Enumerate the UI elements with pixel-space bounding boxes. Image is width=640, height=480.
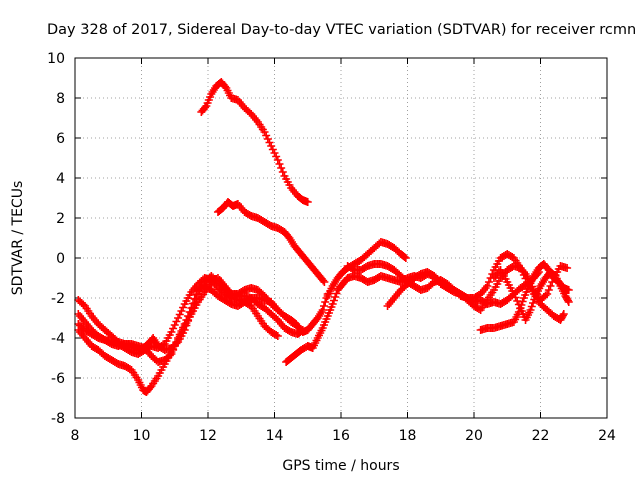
data-point	[290, 319, 299, 327]
data-point	[530, 295, 539, 304]
data-point	[167, 328, 176, 336]
y-tick-label: 0	[56, 251, 65, 267]
data-point	[303, 198, 312, 206]
y-tick-label: 8	[56, 91, 65, 107]
data-point	[319, 302, 328, 310]
data-point	[483, 282, 492, 290]
data-point	[263, 135, 272, 143]
data-point	[298, 326, 307, 334]
data-point	[270, 149, 279, 157]
x-tick-label: 24	[598, 428, 616, 444]
data-point	[484, 278, 493, 286]
series-track-2	[213, 198, 329, 286]
data-point	[331, 293, 340, 301]
y-tick-label: 10	[47, 51, 65, 67]
data-point	[527, 302, 536, 311]
x-tick-label: 18	[399, 428, 417, 444]
data-point	[558, 311, 567, 320]
y-axis-label: SDTVAR / TECUs	[10, 181, 26, 296]
data-point	[328, 300, 337, 308]
data-point	[174, 336, 183, 344]
x-tick-label: 20	[465, 428, 483, 444]
y-tick-label: -8	[51, 411, 65, 427]
data-point	[272, 152, 281, 161]
data-point	[526, 306, 535, 314]
x-tick-label: 8	[71, 428, 80, 444]
data-point	[401, 254, 410, 262]
y-tick-label: 6	[56, 131, 65, 147]
series-track-9	[343, 250, 568, 324]
data-point	[319, 276, 328, 285]
data-point	[563, 296, 572, 305]
data-point	[509, 290, 518, 298]
data-point	[177, 329, 186, 337]
data-point	[277, 164, 286, 172]
y-tick-label: -6	[51, 371, 65, 387]
data-point	[318, 306, 327, 314]
data-point	[265, 138, 274, 147]
data-point	[177, 307, 186, 315]
data-point	[260, 128, 269, 136]
data-point	[292, 320, 301, 328]
x-tick-label: 14	[266, 428, 284, 444]
data-point	[513, 297, 522, 305]
data-point	[179, 303, 188, 312]
chart-title: Day 328 of 2017, Sidereal Day-to-day VTE…	[47, 22, 636, 38]
data-point	[546, 282, 555, 290]
data-point	[321, 298, 330, 306]
data-point	[175, 310, 184, 319]
y-tick-label: 2	[56, 211, 65, 227]
data-point	[563, 264, 572, 272]
data-point	[175, 332, 184, 341]
data-point	[543, 290, 552, 298]
series-track-1	[197, 78, 312, 206]
series-track-6	[74, 274, 282, 358]
data-point	[544, 286, 553, 294]
data-point	[179, 325, 188, 334]
data-point	[201, 103, 210, 112]
data-point	[320, 278, 329, 286]
data-point	[262, 131, 271, 140]
x-tick-label: 22	[532, 428, 550, 444]
x-tick-label: 10	[133, 428, 151, 444]
data-point	[511, 293, 520, 302]
data-point	[267, 142, 276, 150]
x-axis-label: GPS time / hours	[282, 458, 399, 474]
data-point	[169, 324, 178, 333]
data-point	[329, 296, 338, 305]
data-point	[275, 160, 284, 168]
data-point	[564, 286, 573, 294]
data-point	[514, 300, 523, 309]
y-tick-label: -4	[51, 331, 65, 347]
x-tick-label: 16	[332, 428, 350, 444]
data-point	[541, 291, 550, 300]
data-point	[564, 298, 573, 306]
y-tick-label: 4	[56, 171, 65, 187]
series-track-12	[489, 266, 573, 324]
data-point	[273, 156, 282, 164]
y-tick-label: -2	[51, 291, 65, 307]
data-point	[172, 317, 181, 326]
x-tick-label: 12	[199, 428, 217, 444]
data-point	[272, 331, 281, 339]
data-series	[74, 78, 573, 396]
data-point	[268, 145, 277, 154]
data-point	[273, 332, 282, 340]
data-point	[174, 314, 183, 322]
plot-frame	[74, 57, 608, 419]
data-point	[559, 310, 568, 318]
data-point	[529, 299, 538, 307]
data-point	[400, 253, 409, 261]
data-point	[170, 321, 179, 329]
data-point	[332, 289, 341, 298]
data-point	[278, 168, 287, 176]
data-point	[297, 327, 306, 335]
grid-lines	[75, 58, 607, 418]
